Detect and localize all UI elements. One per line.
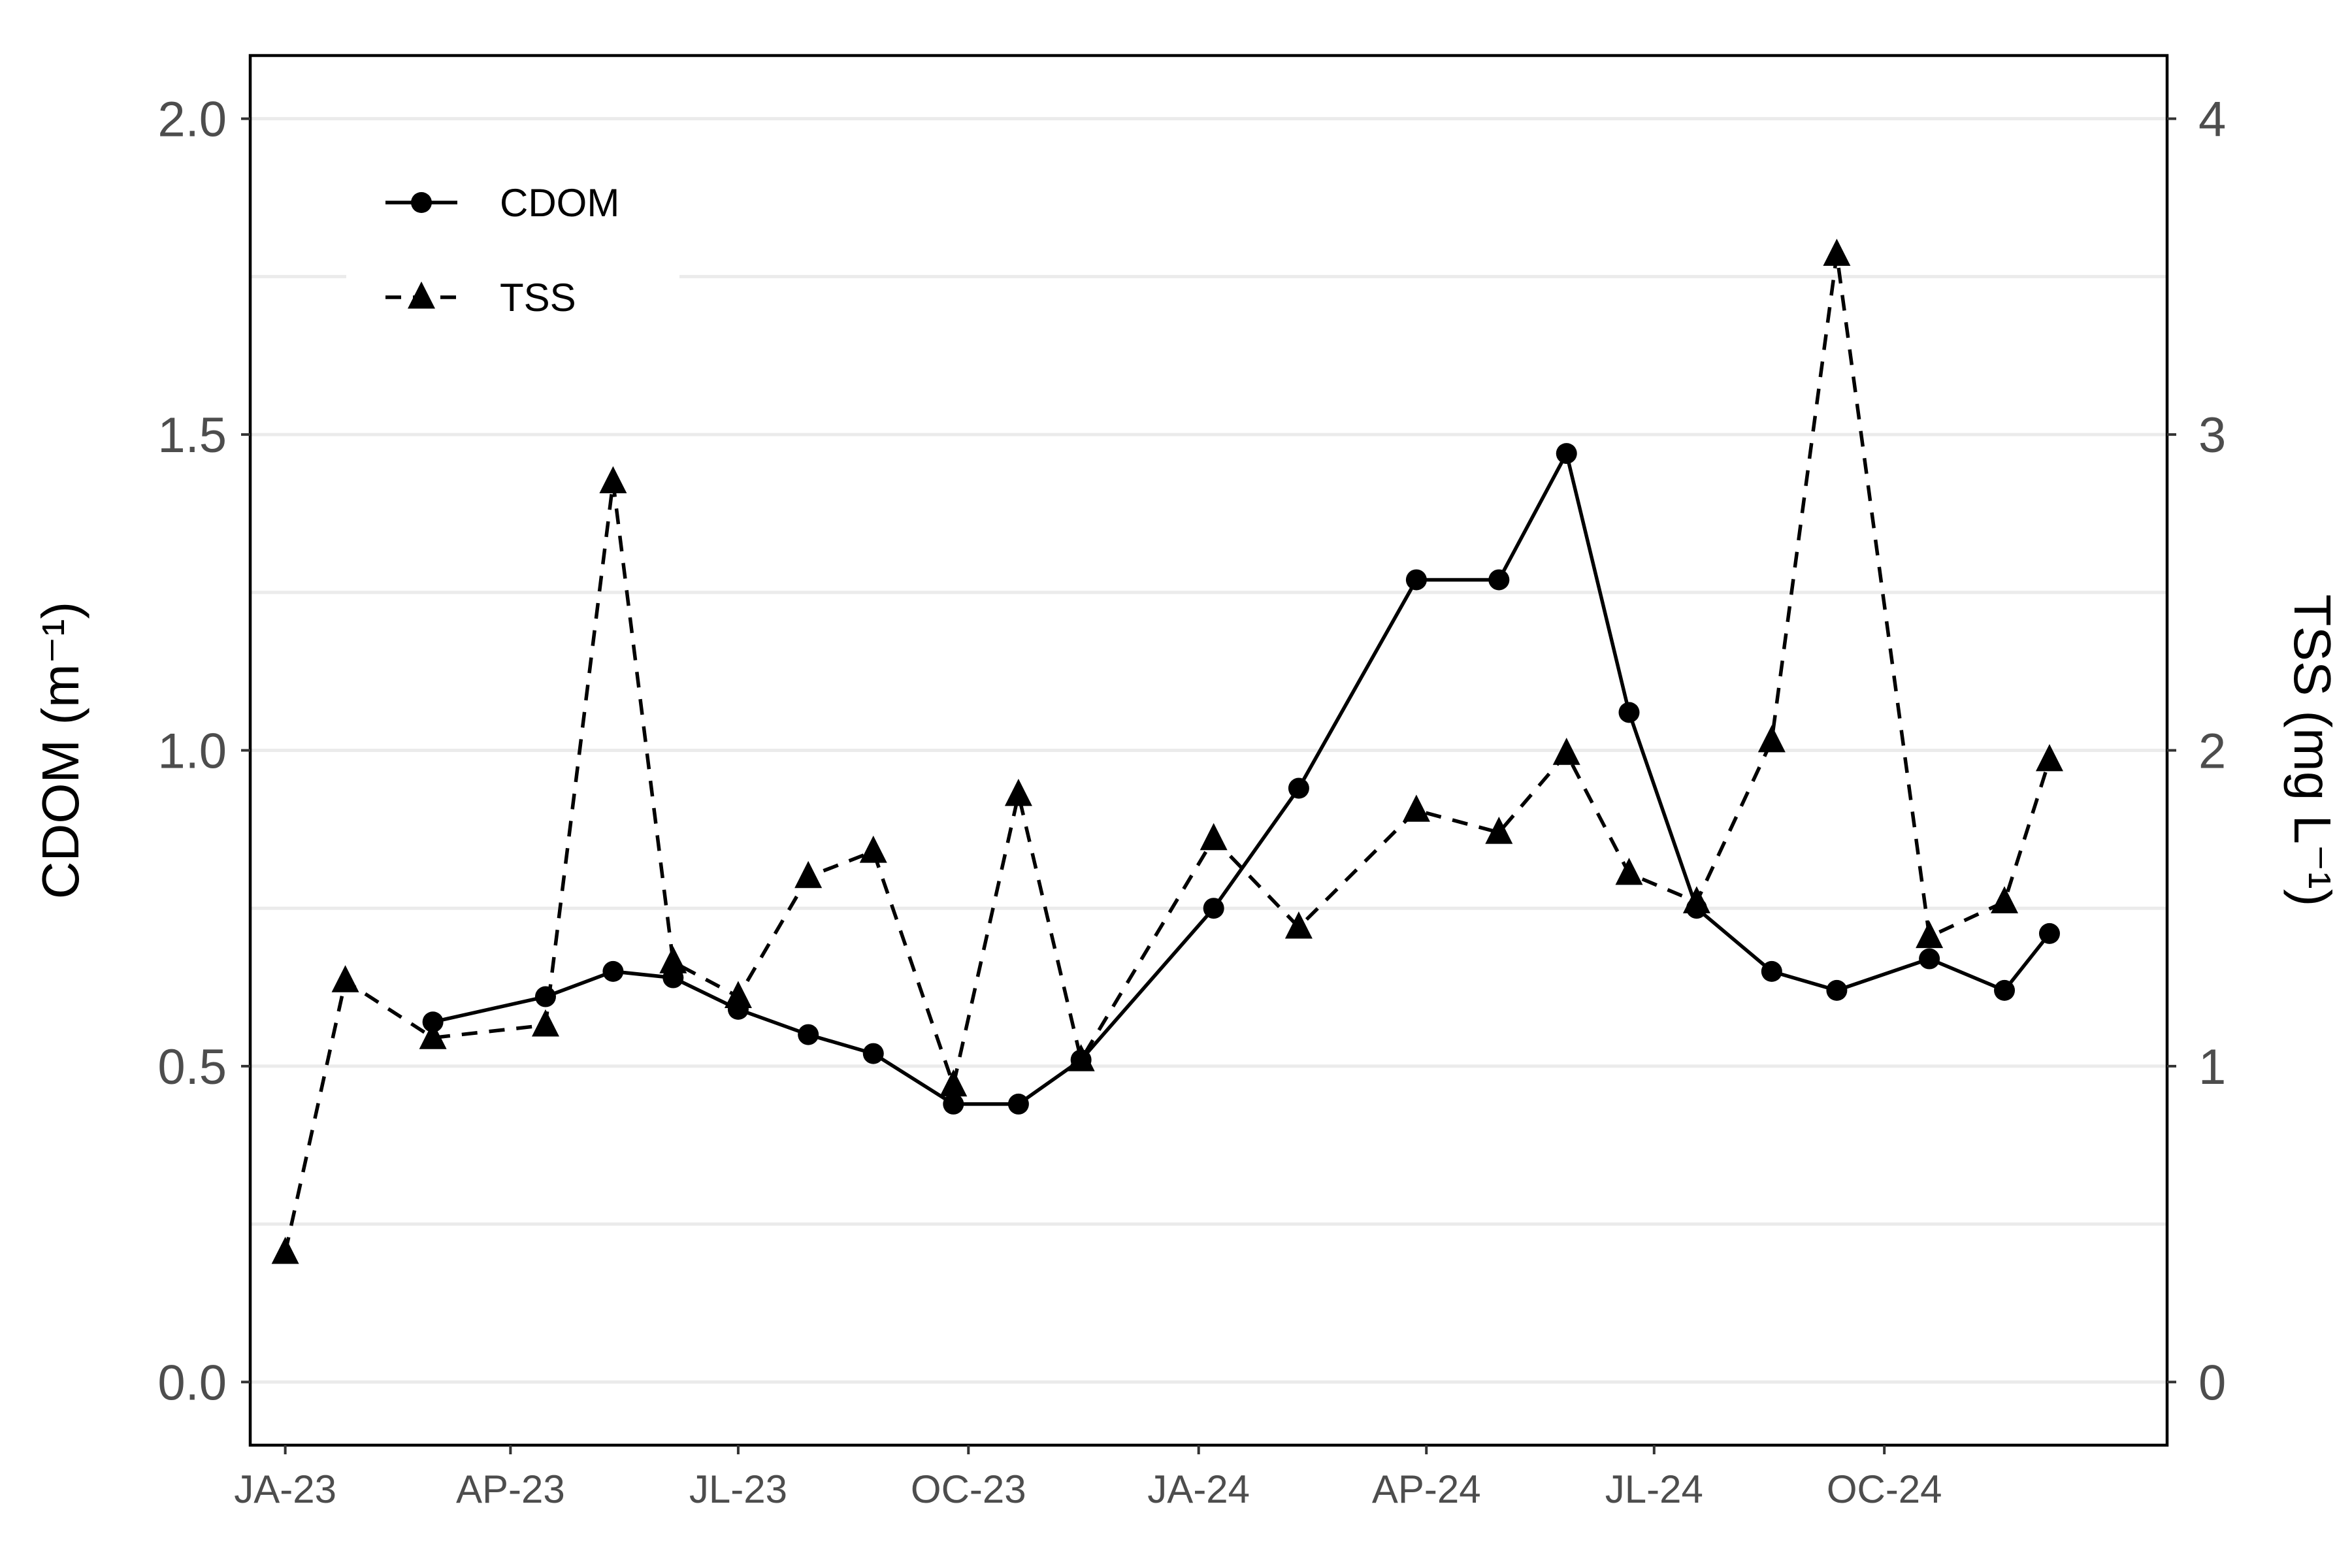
data-point-tss bbox=[419, 1022, 447, 1049]
data-point-cdom bbox=[1826, 979, 1848, 1001]
x-tick-label: OC-23 bbox=[911, 1467, 1026, 1511]
data-point-tss bbox=[724, 981, 752, 1008]
y2-tick-label: 4 bbox=[2198, 92, 2226, 148]
data-point-tss bbox=[331, 965, 359, 992]
data-point-cdom bbox=[1556, 443, 1577, 465]
series-line-cdom bbox=[432, 451, 2051, 1106]
x-tick-label: JA-24 bbox=[1147, 1467, 1250, 1511]
y2-tick-label: 2 bbox=[2198, 724, 2226, 779]
legend: CDOM TSS bbox=[346, 157, 679, 353]
data-point-tss bbox=[1284, 911, 1313, 939]
data-point-cdom bbox=[1488, 569, 1510, 591]
x-tick-label: JL-23 bbox=[689, 1467, 787, 1511]
data-point-tss bbox=[1757, 725, 1786, 753]
data-point-tss bbox=[659, 946, 687, 973]
data-point-tss bbox=[1991, 886, 2019, 913]
data-point-tss bbox=[599, 466, 627, 493]
legend-label-cdom: CDOM bbox=[500, 181, 619, 225]
legend-item-cdom: CDOM bbox=[385, 181, 619, 225]
x-tick-label: OC-24 bbox=[1827, 1467, 1942, 1511]
data-point-tss bbox=[859, 836, 887, 863]
y-tick-label: 2.0 bbox=[157, 92, 227, 148]
x-tick-label: AP-24 bbox=[1372, 1467, 1481, 1511]
data-point-tss bbox=[2035, 743, 2063, 772]
y-tick-label: 0.0 bbox=[157, 1355, 227, 1411]
series-tss bbox=[271, 238, 2063, 1264]
y-axis-title-left: CDOM (m⁻¹) bbox=[31, 602, 90, 899]
data-point-tss bbox=[531, 1009, 559, 1037]
data-point-cdom bbox=[727, 998, 749, 1020]
data-point-cdom bbox=[534, 986, 556, 1007]
data-point-tss bbox=[1552, 738, 1580, 765]
y-tick-label: 1.5 bbox=[157, 408, 227, 463]
data-point-tss bbox=[271, 1236, 299, 1264]
x-tick-label: AP-23 bbox=[456, 1467, 565, 1511]
data-point-cdom bbox=[1070, 1049, 1092, 1071]
y2-tick-label: 0 bbox=[2198, 1355, 2226, 1411]
y-axis-title-right: TSS (mg L⁻¹) bbox=[2283, 595, 2342, 907]
x-tick-label: JA-23 bbox=[234, 1467, 336, 1511]
data-point-tss bbox=[1916, 921, 1944, 949]
legend-marker-cdom bbox=[411, 192, 432, 213]
data-point-cdom bbox=[1994, 979, 2016, 1001]
data-point-cdom bbox=[1686, 898, 1707, 919]
data-point-cdom bbox=[943, 1093, 964, 1115]
axes-layer: 0.0 0.5 1.0 1.5 2.0 0 1 2 3 4 JA-23 AP-23 JL-23 OC-23… bbox=[157, 92, 2226, 1511]
series-cdom bbox=[422, 443, 2060, 1115]
series-layer bbox=[271, 238, 2063, 1264]
data-point-cdom bbox=[1405, 569, 1427, 591]
data-point-tss bbox=[1200, 823, 1228, 851]
data-point-cdom bbox=[1007, 1093, 1029, 1115]
series-line-tss bbox=[283, 252, 2051, 1253]
data-point-tss bbox=[1402, 794, 1430, 822]
data-point-cdom bbox=[1761, 960, 1782, 982]
data-point-cdom bbox=[1618, 702, 1640, 723]
y2-tick-label: 1 bbox=[2198, 1039, 2226, 1095]
legend-item-tss: TSS bbox=[385, 276, 576, 319]
data-point-cdom bbox=[602, 960, 624, 982]
data-point-tss bbox=[1615, 857, 1643, 885]
gridlines bbox=[250, 117, 2167, 1384]
data-point-cdom bbox=[2038, 923, 2060, 944]
data-point-tss bbox=[1004, 779, 1032, 806]
data-point-cdom bbox=[422, 1011, 444, 1033]
data-point-cdom bbox=[662, 967, 684, 988]
x-tick-label: JL-24 bbox=[1605, 1467, 1703, 1511]
y-tick-label: 0.5 bbox=[157, 1039, 227, 1095]
y2-tick-label: 3 bbox=[2198, 408, 2226, 463]
legend-marker-tss bbox=[408, 281, 435, 309]
data-point-cdom bbox=[798, 1024, 819, 1045]
data-point-tss bbox=[1823, 238, 1851, 266]
y-tick-label: 1.0 bbox=[157, 724, 227, 779]
data-point-tss bbox=[939, 1069, 968, 1097]
data-point-tss bbox=[794, 860, 823, 889]
data-point-tss bbox=[1485, 817, 1513, 844]
data-point-cdom bbox=[1203, 898, 1224, 919]
legend-background bbox=[346, 157, 679, 353]
data-point-cdom bbox=[1919, 948, 1940, 970]
legend-label-tss: TSS bbox=[500, 276, 576, 319]
data-point-cdom bbox=[1288, 777, 1309, 799]
data-point-cdom bbox=[862, 1043, 884, 1064]
